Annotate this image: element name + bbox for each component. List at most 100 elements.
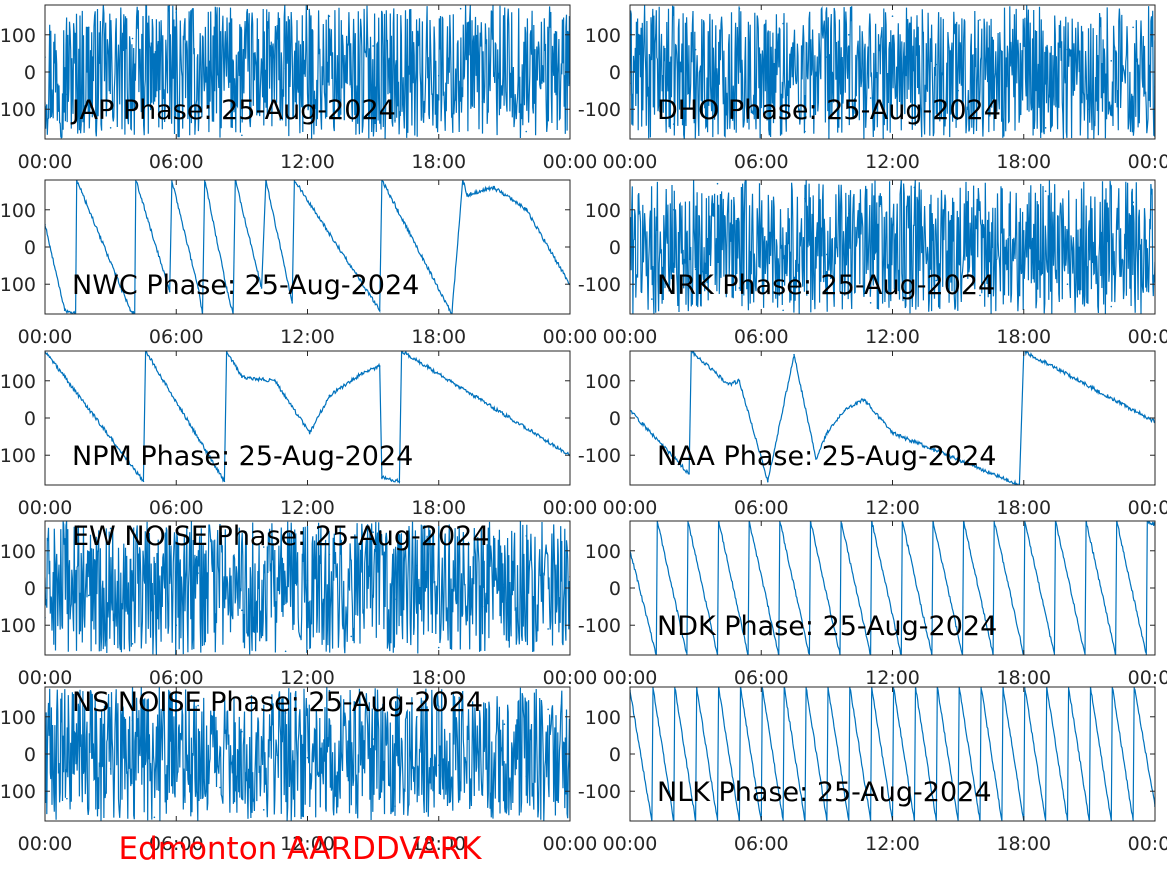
x-tick-label: 18:00	[411, 326, 466, 348]
data-point	[260, 287, 263, 289]
data-point	[826, 253, 828, 256]
y-tick-label: -100	[578, 445, 621, 467]
data-point	[129, 309, 132, 312]
data-point	[525, 775, 528, 778]
data-point	[935, 63, 938, 66]
data-point	[651, 298, 653, 300]
series-line	[630, 180, 1155, 314]
data-point	[738, 7, 741, 10]
panel-5: 100 0 100 00:00 06:00 12:00 18:00 00:00 NPM Phas…	[0, 350, 597, 519]
data-point	[131, 37, 134, 40]
x-tick-label: 18:00	[996, 833, 1051, 855]
x-tick-label: 06:00	[734, 833, 789, 855]
y-tick-label: 0	[24, 578, 36, 600]
x-tick-label: 06:00	[149, 667, 204, 689]
x-tick-label: 00:00	[18, 151, 73, 173]
data-point	[1132, 201, 1134, 204]
data-point	[651, 30, 653, 32]
data-point	[372, 45, 374, 47]
data-point	[1022, 261, 1025, 263]
data-point	[979, 294, 981, 297]
y-tick-label: 100	[585, 200, 621, 222]
data-point	[957, 235, 959, 237]
data-point	[197, 287, 199, 289]
data-point	[328, 15, 331, 17]
y-tick-label: 0	[24, 408, 36, 430]
data-point	[153, 78, 156, 81]
data-point	[175, 624, 178, 627]
x-tick-label: 00:00	[543, 667, 598, 689]
data-point	[804, 197, 806, 200]
x-tick-label: 00:00	[603, 667, 658, 689]
x-tick-label: 12:00	[280, 151, 335, 173]
series-line	[45, 180, 570, 314]
panel-title: NRK Phase: 25-Aug-2024	[657, 270, 995, 301]
footer-title: Edmonton AARDDVARK	[118, 831, 482, 867]
data-point	[416, 715, 418, 718]
x-tick-label: 06:00	[149, 151, 204, 173]
data-point	[109, 768, 112, 770]
data-point	[306, 756, 309, 759]
data-point	[891, 15, 894, 17]
data-point	[262, 809, 265, 811]
data-point	[869, 302, 872, 304]
data-point	[273, 379, 276, 382]
x-tick-label: 12:00	[280, 833, 335, 855]
data-point	[688, 473, 690, 475]
data-point	[66, 93, 68, 96]
panel-4: 100 0 -100 00:00 06:00 12:00 18:00 00:00 NRK Pha…	[578, 179, 1167, 348]
x-tick-label: 18:00	[411, 667, 466, 689]
y-tick-label: 100	[585, 541, 621, 563]
data-point	[1066, 283, 1069, 286]
x-tick-label: 00:00	[603, 151, 658, 173]
series-line	[630, 351, 1155, 485]
data-point	[782, 309, 784, 312]
data-point	[891, 223, 894, 226]
data-point	[727, 383, 730, 386]
data-point	[767, 480, 769, 483]
panel-6: 100 0 -100 00:00 06:00 12:00 18:00 00:00 NAA Pha…	[578, 350, 1167, 519]
data-point	[262, 546, 265, 548]
x-tick-label: 00:00	[1128, 326, 1167, 348]
data-point	[87, 697, 90, 699]
x-tick-label: 00:00	[543, 151, 598, 173]
data-point	[416, 33, 418, 36]
x-tick-label: 00:00	[543, 833, 598, 855]
panel-1: 100 0 100 00:00 06:00 12:00 18:00 00:00 JAP Phas…	[0, 4, 598, 173]
x-tick-label: 12:00	[865, 667, 920, 689]
x-tick-label: 00:00	[18, 833, 73, 855]
data-point	[328, 394, 331, 397]
y-tick-label: 100	[0, 200, 36, 222]
data-point	[308, 432, 311, 434]
data-point	[394, 119, 396, 122]
data-point	[503, 723, 506, 726]
y-tick-label: 0	[24, 237, 36, 259]
data-point	[175, 745, 178, 748]
x-tick-label: 06:00	[734, 326, 789, 348]
data-point	[109, 527, 112, 530]
y-tick-label: 100	[0, 274, 36, 296]
data-point	[394, 805, 396, 807]
data-point	[815, 458, 817, 460]
x-tick-label: 06:00	[734, 497, 789, 519]
data-point	[328, 689, 331, 692]
data-point	[437, 646, 440, 649]
data-point	[459, 7, 462, 10]
x-tick-label: 18:00	[996, 326, 1051, 348]
data-point	[284, 712, 287, 714]
data-point	[197, 112, 199, 114]
x-tick-label: 06:00	[149, 497, 204, 519]
data-point	[1022, 41, 1025, 44]
series-trace	[630, 5, 1155, 139]
x-tick-label: 00:00	[1128, 497, 1167, 519]
data-point	[284, 67, 287, 70]
data-point	[153, 561, 156, 563]
x-tick-label: 18:00	[411, 151, 466, 173]
data-point	[87, 26, 90, 29]
data-point	[63, 309, 66, 312]
series-line	[630, 5, 1155, 139]
data-point	[672, 123, 675, 125]
y-tick-label: 0	[609, 578, 621, 600]
x-tick-label: 18:00	[996, 497, 1051, 519]
y-tick-label: 100	[0, 25, 36, 47]
